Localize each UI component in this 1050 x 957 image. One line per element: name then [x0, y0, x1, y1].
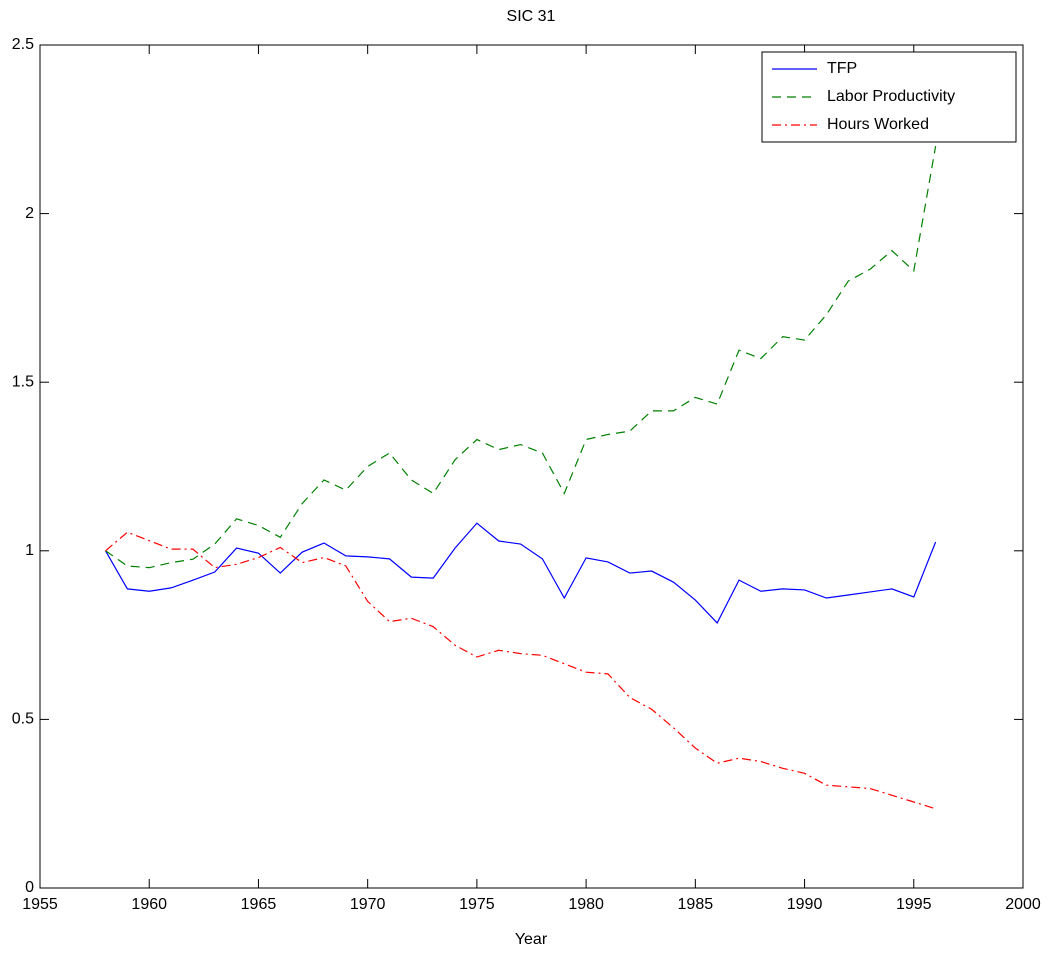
y-tick-label: 1.5 [12, 373, 34, 390]
legend-label: Labor Productivity [827, 88, 955, 105]
x-tick-label: 1955 [22, 896, 58, 913]
y-tick-label: 2.5 [12, 36, 34, 53]
x-tick-label: 1970 [350, 896, 386, 913]
legend-label: TFP [827, 60, 857, 77]
line-series [105, 531, 936, 810]
chart-title: SIC 31 [507, 8, 556, 25]
y-tick-label: 2 [25, 205, 34, 222]
line-series [105, 146, 937, 569]
x-tick-label: 1960 [131, 896, 167, 913]
legend-label: Hours Worked [827, 116, 929, 133]
y-tick-label: 0.5 [12, 711, 34, 728]
x-tick-label: 1990 [787, 896, 823, 913]
x-tick-label: 1975 [459, 896, 495, 913]
x-tick-label: 1965 [241, 896, 277, 913]
x-tick-label: 1995 [896, 896, 932, 913]
y-tick-label: 0 [25, 879, 34, 896]
x-tick-label: 1980 [568, 896, 604, 913]
plot-frame [39, 44, 1024, 889]
x-tick-label: 1985 [678, 896, 714, 913]
x-tick-label: 2000 [1005, 896, 1041, 913]
line-series [105, 522, 937, 624]
x-axis-label: Year [515, 931, 548, 948]
y-tick-label: 1 [25, 542, 34, 559]
